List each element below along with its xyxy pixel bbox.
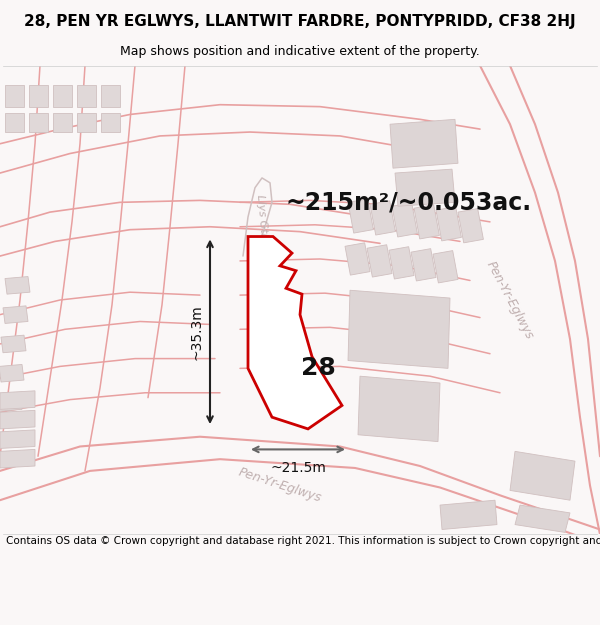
Text: ~35.3m: ~35.3m xyxy=(189,304,203,359)
Text: ~215m²/~0.053ac.: ~215m²/~0.053ac. xyxy=(285,191,531,214)
Polygon shape xyxy=(5,85,24,107)
Polygon shape xyxy=(440,500,497,529)
Polygon shape xyxy=(101,85,120,107)
Polygon shape xyxy=(392,202,418,237)
Polygon shape xyxy=(395,169,455,206)
Polygon shape xyxy=(77,85,96,107)
Polygon shape xyxy=(436,207,461,241)
Polygon shape xyxy=(53,85,72,107)
Polygon shape xyxy=(433,251,458,283)
Polygon shape xyxy=(0,430,35,449)
Text: 28, PEN YR EGLWYS, LLANTWIT FARDRE, PONTYPRIDD, CF38 2HJ: 28, PEN YR EGLWYS, LLANTWIT FARDRE, PONT… xyxy=(24,14,576,29)
Text: Contains OS data © Crown copyright and database right 2021. This information is : Contains OS data © Crown copyright and d… xyxy=(6,536,600,546)
Polygon shape xyxy=(345,242,370,275)
Polygon shape xyxy=(0,391,35,409)
Polygon shape xyxy=(53,112,72,132)
Polygon shape xyxy=(348,199,373,233)
Polygon shape xyxy=(411,249,436,281)
Polygon shape xyxy=(458,209,484,243)
Polygon shape xyxy=(348,290,450,368)
Polygon shape xyxy=(515,505,570,532)
Polygon shape xyxy=(0,411,35,429)
Polygon shape xyxy=(367,245,392,277)
Polygon shape xyxy=(0,449,35,468)
Polygon shape xyxy=(0,364,24,382)
Polygon shape xyxy=(29,85,48,107)
Polygon shape xyxy=(101,112,120,132)
Polygon shape xyxy=(248,236,342,429)
Text: Llys Gth: Llys Gth xyxy=(255,194,269,240)
Polygon shape xyxy=(414,205,439,239)
Polygon shape xyxy=(389,247,414,279)
Text: 28: 28 xyxy=(301,356,335,381)
Polygon shape xyxy=(29,112,48,132)
Polygon shape xyxy=(77,112,96,132)
Text: Map shows position and indicative extent of the property.: Map shows position and indicative extent… xyxy=(120,44,480,58)
Polygon shape xyxy=(5,112,24,132)
Polygon shape xyxy=(5,276,30,294)
Polygon shape xyxy=(0,394,22,411)
Polygon shape xyxy=(358,376,440,442)
Text: ~21.5m: ~21.5m xyxy=(270,461,326,475)
Polygon shape xyxy=(390,119,458,168)
Polygon shape xyxy=(3,306,28,324)
Polygon shape xyxy=(1,335,26,352)
Text: Pen-Yr-Eglwys: Pen-Yr-Eglwys xyxy=(484,259,536,341)
Polygon shape xyxy=(510,451,575,500)
Polygon shape xyxy=(370,201,395,235)
Text: Pen-Yr-Eglwys: Pen-Yr-Eglwys xyxy=(237,466,323,505)
